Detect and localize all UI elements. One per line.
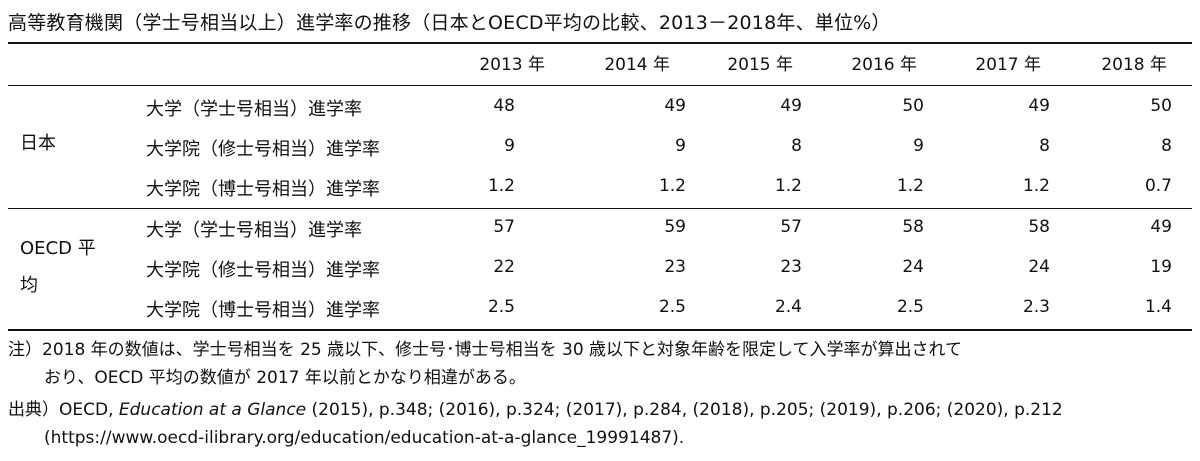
row-label: 大学院（修士号相当）進学率 bbox=[146, 260, 380, 281]
row-label: 大学院（博士号相当）進学率 bbox=[146, 300, 380, 321]
table-cell: 8 bbox=[1039, 136, 1050, 156]
table-cell: 50 bbox=[902, 96, 924, 116]
table-cell: 19 bbox=[1150, 257, 1172, 277]
year-header-2014: 2014 年 bbox=[604, 55, 670, 75]
source-title: Education at a Glance bbox=[118, 400, 307, 420]
table-cell: 58 bbox=[1028, 217, 1050, 237]
table-title: 高等教育機関（学士号相当以上）進学率の推移（日本とOECD平均の比較、2013－… bbox=[8, 12, 891, 34]
year-header-2015: 2015 年 bbox=[727, 55, 793, 75]
table-cell: 1.2 bbox=[774, 176, 802, 196]
table-cell: 49 bbox=[780, 96, 802, 116]
table-row: 大学院（修士号相当）進学率 9 9 8 9 8 8 bbox=[0, 135, 1200, 175]
table-row: 大学院（博士号相当）進学率 1.2 1.2 1.2 1.2 1.2 0.7 bbox=[0, 175, 1200, 215]
table-row: 大学（学士号相当）進学率 57 59 57 58 58 49 bbox=[0, 216, 1200, 256]
row-label: 大学（学士号相当）進学率 bbox=[146, 99, 362, 120]
table-cell: 9 bbox=[913, 136, 924, 156]
source-pages: (2015), p.348; (2016), p.324; (2017), p.… bbox=[306, 400, 1063, 420]
table-cell: 9 bbox=[504, 136, 515, 156]
source-prefix: 出典）OECD, bbox=[8, 400, 119, 420]
table-row: 大学院（修士号相当）進学率 22 23 23 24 24 19 bbox=[0, 256, 1200, 296]
footnote-line-2: おり、OECD 平均の数値が 2017 年以前とかなり相違がある。 bbox=[44, 368, 526, 388]
table-cell: 57 bbox=[780, 217, 802, 237]
table-cell: 1.2 bbox=[487, 176, 515, 196]
row-label: 大学（学士号相当）進学率 bbox=[146, 220, 362, 241]
table-cell: 2.5 bbox=[487, 297, 515, 317]
table-cell: 2.3 bbox=[1022, 297, 1050, 317]
group-label-japan: 日本 bbox=[20, 133, 56, 154]
top-rule bbox=[8, 42, 1192, 44]
table-cell: 1.2 bbox=[896, 176, 924, 196]
table-cell: 49 bbox=[1028, 96, 1050, 116]
year-header-2013: 2013 年 bbox=[479, 55, 545, 75]
source-url: (https://www.oecd-ilibrary.org/education… bbox=[44, 428, 685, 448]
year-header-2017: 2017 年 bbox=[975, 55, 1041, 75]
table-cell: 24 bbox=[1028, 257, 1050, 277]
year-header-2016: 2016 年 bbox=[851, 55, 917, 75]
table-cell: 2.4 bbox=[774, 297, 802, 317]
table-cell: 23 bbox=[780, 257, 802, 277]
table-row: 大学（学士号相当）進学率 48 49 49 50 49 50 bbox=[0, 95, 1200, 135]
row-label: 大学院（博士号相当）進学率 bbox=[146, 179, 380, 200]
table-cell: 48 bbox=[493, 96, 515, 116]
table-cell: 58 bbox=[902, 217, 924, 237]
table-cell: 49 bbox=[1150, 217, 1172, 237]
table-cell: 1.4 bbox=[1144, 297, 1172, 317]
bottom-rule bbox=[8, 329, 1192, 331]
table-cell: 49 bbox=[664, 96, 686, 116]
row-label: 大学院（修士号相当）進学率 bbox=[146, 139, 380, 160]
header-rule bbox=[8, 85, 1192, 86]
group-label-oecd: OECD 平 bbox=[20, 238, 96, 259]
table-cell: 1.2 bbox=[1022, 176, 1050, 196]
table-cell: 8 bbox=[1161, 136, 1172, 156]
table-cell: 59 bbox=[664, 217, 686, 237]
year-header-2018: 2018 年 bbox=[1101, 55, 1167, 75]
table-cell: 57 bbox=[493, 217, 515, 237]
year-header-row: 2013 年 2014 年 2015 年 2016 年 2017 年 2018 … bbox=[0, 50, 1200, 78]
table-cell: 24 bbox=[902, 257, 924, 277]
table-cell: 9 bbox=[675, 136, 686, 156]
table-cell: 23 bbox=[664, 257, 686, 277]
table-cell: 22 bbox=[493, 257, 515, 277]
source-citation: 出典）OECD, Education at a Glance (2015), p… bbox=[8, 398, 1063, 422]
table-cell: 8 bbox=[791, 136, 802, 156]
footnote-line-1: 注）2018 年の数値は、学士号相当を 25 歳以下、修士号･博士号相当を 30… bbox=[8, 340, 963, 360]
table-cell: 2.5 bbox=[896, 297, 924, 317]
group-label-oecd-cont: 均 bbox=[20, 275, 38, 296]
group-divider bbox=[8, 208, 1192, 209]
table-cell: 1.2 bbox=[658, 176, 686, 196]
table-cell: 50 bbox=[1150, 96, 1172, 116]
table-cell: 0.7 bbox=[1144, 176, 1172, 196]
table-cell: 2.5 bbox=[658, 297, 686, 317]
table-row: 大学院（博士号相当）進学率 2.5 2.5 2.4 2.5 2.3 1.4 bbox=[0, 296, 1200, 336]
